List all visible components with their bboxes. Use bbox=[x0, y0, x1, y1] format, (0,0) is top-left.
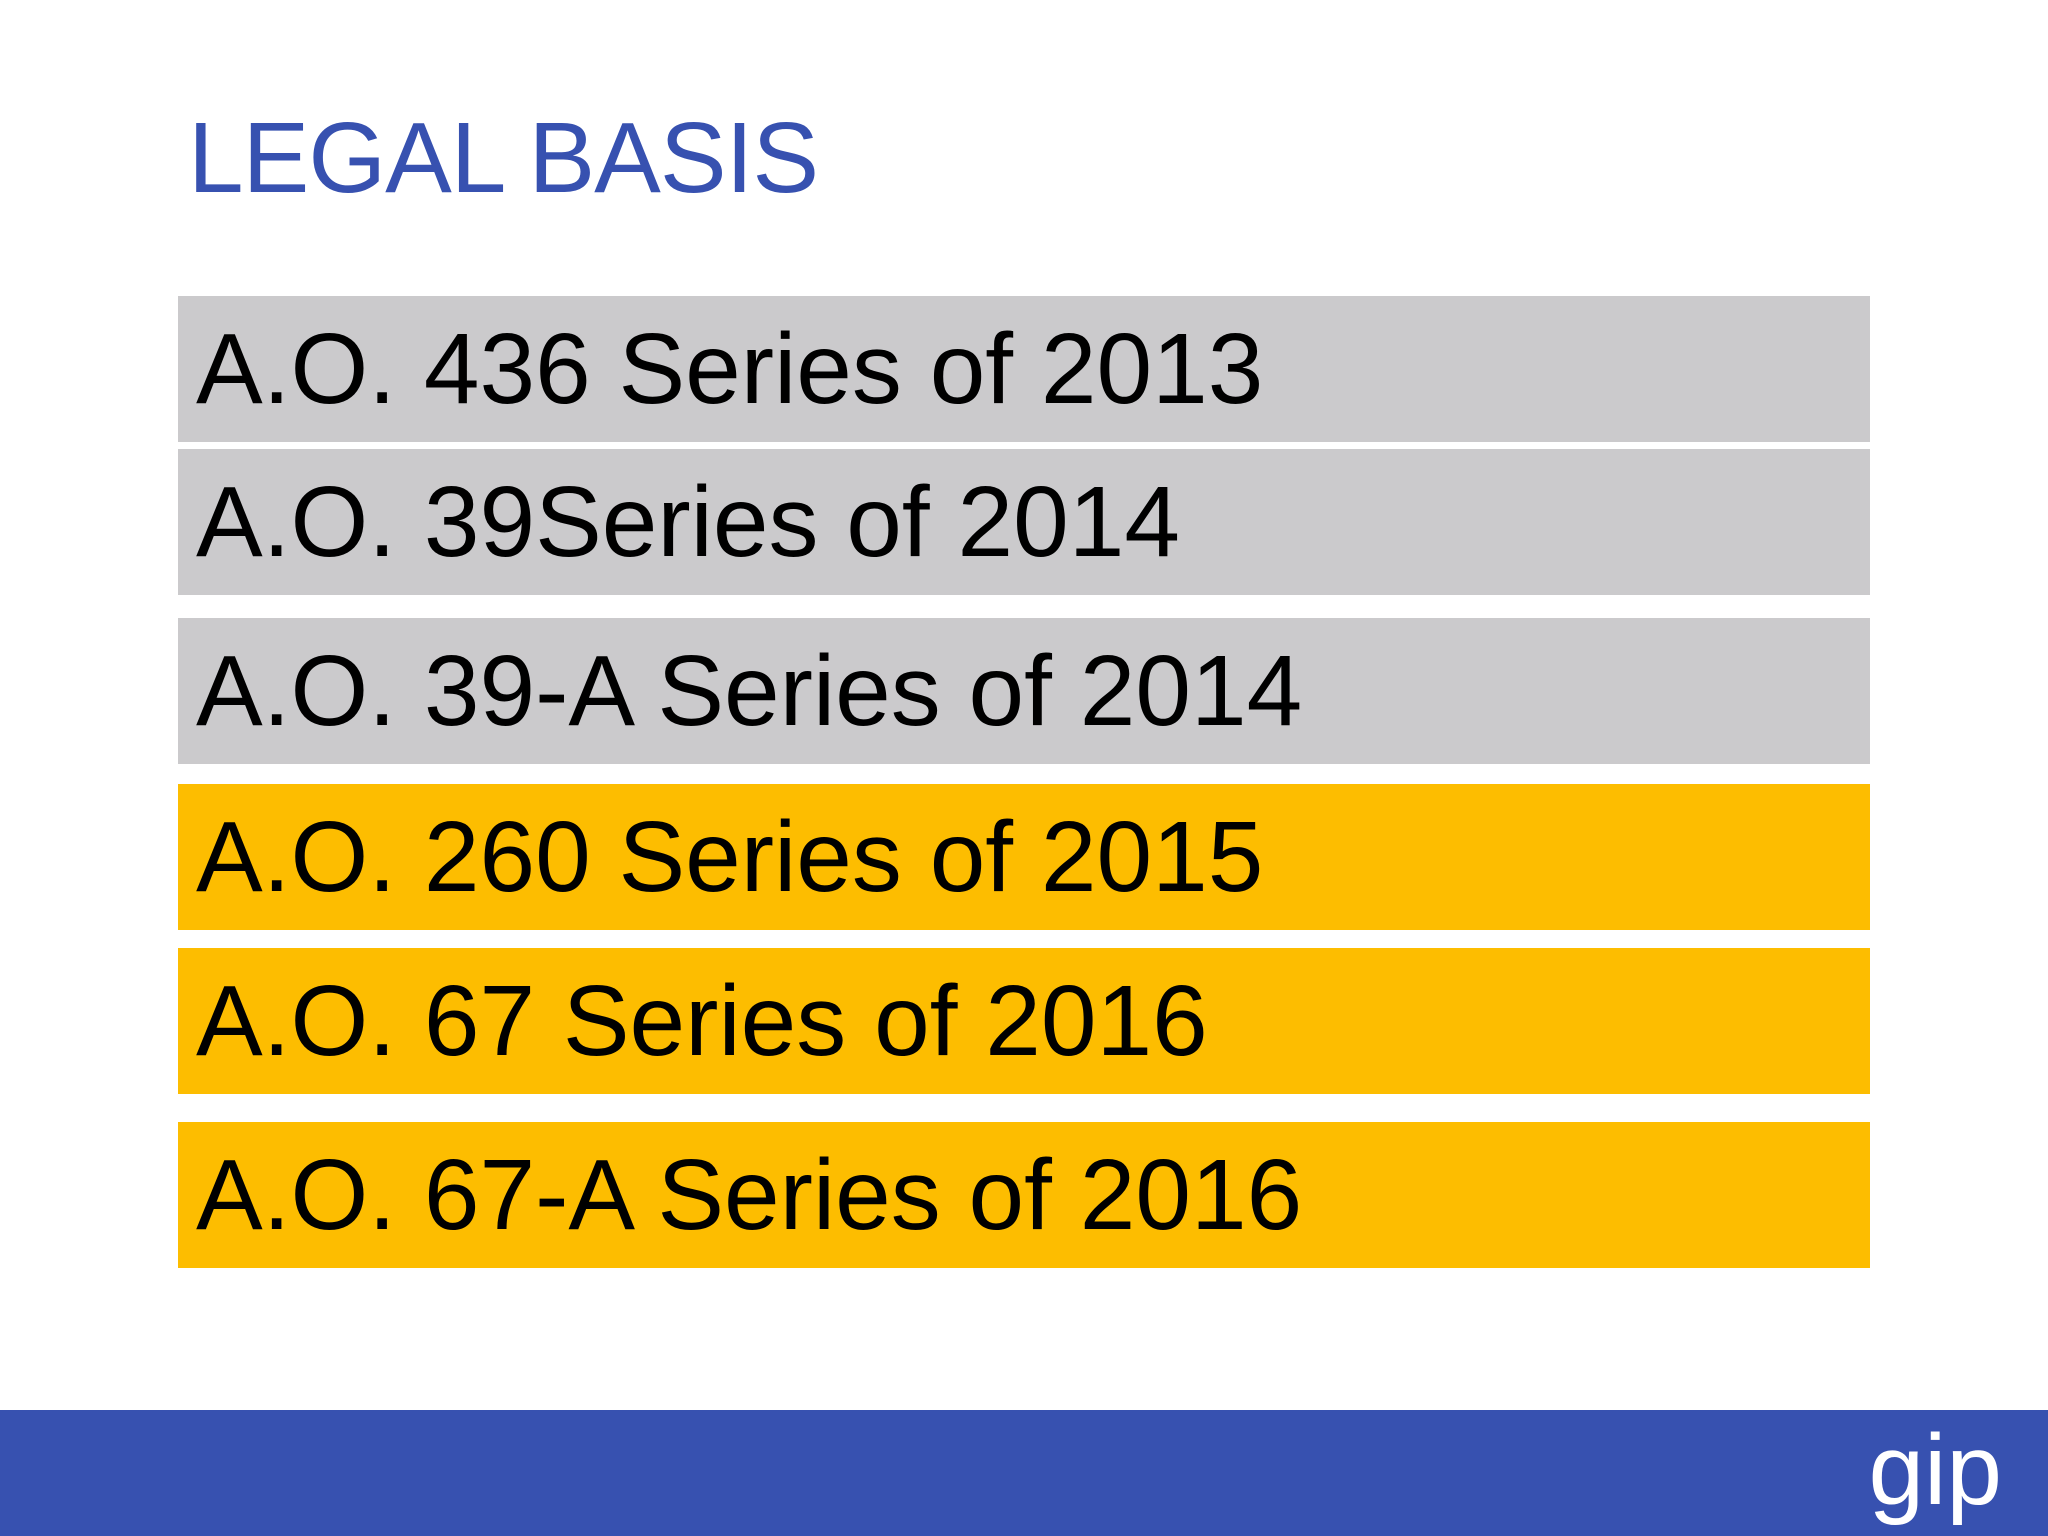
legal-basis-item: A.O. 436 Series of 2013 bbox=[178, 296, 1870, 442]
footer-bar bbox=[0, 1410, 2048, 1536]
legal-basis-item: A.O. 39-A Series of 2014 bbox=[178, 618, 1870, 764]
legal-basis-item: A.O. 67-A Series of 2016 bbox=[178, 1122, 1870, 1268]
slide-title: LEGAL BASIS bbox=[188, 102, 819, 214]
legal-basis-item: A.O. 39Series of 2014 bbox=[178, 449, 1870, 595]
legal-basis-item: A.O. 67 Series of 2016 bbox=[178, 948, 1870, 1094]
legal-basis-item: A.O. 260 Series of 2015 bbox=[178, 784, 1870, 930]
footer-logo: gip bbox=[1868, 1414, 2002, 1526]
